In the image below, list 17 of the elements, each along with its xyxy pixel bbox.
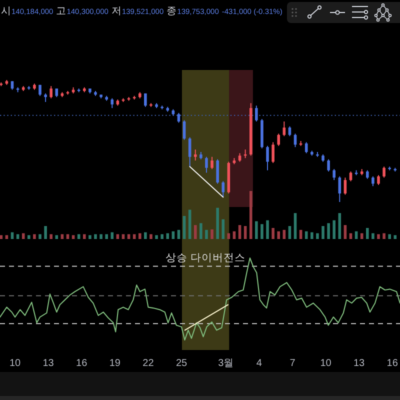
annotation: 종 (166, 6, 177, 17)
band-label: 상승 다이버전스 (166, 252, 246, 264)
tick-label: 16 (76, 358, 88, 369)
tick-label: 7 (290, 358, 296, 369)
tick-label: 19 (109, 358, 120, 369)
annotation: 저 (111, 6, 122, 17)
tick-label: 4 (256, 358, 262, 369)
tick-label: 13 (354, 358, 365, 369)
tick-label: 10 (9, 358, 21, 369)
annotation: 고 (56, 6, 66, 17)
annotation: 시 (1, 6, 11, 17)
tick-label: 25 (176, 358, 188, 369)
tick-label: 16 (386, 358, 398, 369)
tick-label: 22 (142, 358, 154, 369)
tick-label: 13 (42, 358, 54, 369)
tick-label: 3월 (218, 358, 234, 369)
tick-label: 10 (320, 358, 332, 369)
